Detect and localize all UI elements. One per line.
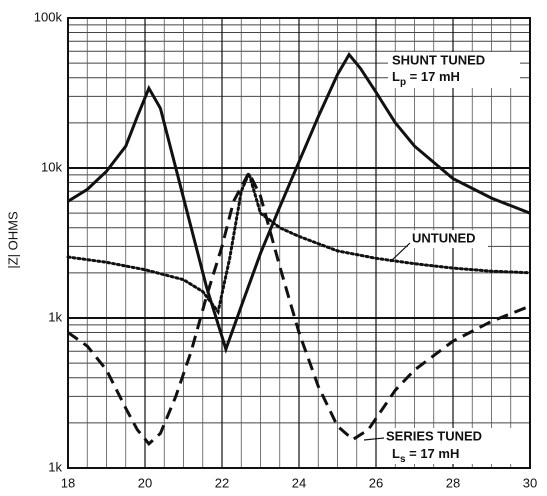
y-tick-label: 1k bbox=[48, 309, 62, 324]
grid bbox=[67, 17, 531, 469]
series-line bbox=[67, 169, 531, 446]
label-bg bbox=[382, 428, 524, 464]
y-axis-label: |Z| OHMS bbox=[5, 211, 20, 269]
annotation: Lp = 17 mH bbox=[392, 69, 460, 87]
series-label: SERIES TUNED bbox=[386, 428, 482, 443]
leader-line bbox=[363, 437, 385, 441]
annotation-subscript: s bbox=[400, 454, 406, 465]
x-tick-label: 30 bbox=[523, 475, 537, 490]
y-tick-label: 1k bbox=[48, 459, 62, 474]
annotation-subscript: p bbox=[400, 77, 406, 88]
x-tick-label: 18 bbox=[61, 475, 75, 490]
series-label: UNTUNED bbox=[412, 230, 476, 245]
label-bg bbox=[408, 230, 488, 248]
lines bbox=[66, 51, 532, 446]
label-bg bbox=[388, 52, 520, 88]
annotation-symbol: L bbox=[392, 446, 400, 461]
series-line bbox=[66, 168, 532, 316]
x-tick-label: 28 bbox=[446, 475, 460, 490]
series-label: SHUNT TUNED bbox=[392, 52, 485, 67]
annotation-text: = 17 mH bbox=[406, 446, 460, 461]
annotation-symbol: L bbox=[392, 69, 400, 84]
annotation-text: = 17 mH bbox=[406, 69, 460, 84]
x-tick-label: 22 bbox=[215, 475, 229, 490]
leader-line bbox=[389, 242, 411, 263]
x-tick-label: 24 bbox=[292, 475, 306, 490]
x-tick-label: 26 bbox=[369, 475, 383, 490]
y-tick-label: 100k bbox=[34, 9, 63, 24]
series-line bbox=[67, 51, 531, 354]
plot-frame bbox=[67, 17, 531, 469]
y-tick-label: 10k bbox=[41, 159, 62, 174]
x-tick-label: 20 bbox=[138, 475, 152, 490]
annotation: Ls = 17 mH bbox=[392, 446, 459, 464]
